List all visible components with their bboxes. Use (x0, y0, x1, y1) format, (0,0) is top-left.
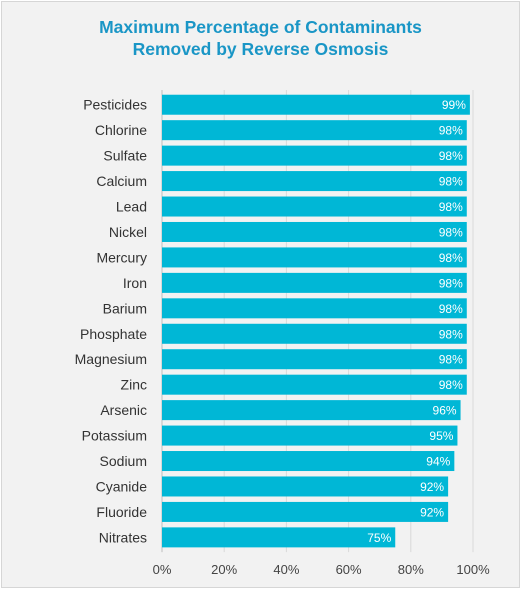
category-label: Calcium (96, 173, 147, 189)
value-label: 98% (439, 200, 463, 214)
x-tick-label: 100% (456, 562, 490, 577)
bar (162, 94, 470, 115)
category-label: Pesticides (83, 97, 147, 113)
bar (162, 247, 467, 268)
bar (162, 221, 467, 242)
value-label: 98% (439, 225, 463, 239)
bar (162, 451, 455, 472)
value-label: 95% (429, 429, 453, 443)
value-label: 98% (439, 353, 463, 367)
bar (162, 374, 467, 395)
value-label: 94% (426, 455, 450, 469)
bar (162, 425, 458, 446)
value-label: 92% (420, 505, 444, 519)
chart-title-line-1: Maximum Percentage of Contaminants (99, 17, 422, 37)
chart-title-line-2: Removed by Reverse Osmosis (132, 39, 389, 59)
x-tick-label: 20% (211, 562, 237, 577)
value-label: 98% (439, 378, 463, 392)
category-label: Potassium (82, 428, 147, 444)
category-label: Magnesium (75, 351, 147, 367)
value-label: 98% (439, 149, 463, 163)
bar (162, 120, 467, 141)
category-label: Mercury (96, 249, 147, 265)
category-label: Sodium (100, 453, 147, 469)
value-label: 98% (439, 327, 463, 341)
category-label: Lead (116, 199, 147, 215)
category-label: Phosphate (80, 326, 147, 342)
bar (162, 349, 467, 370)
category-label: Iron (123, 275, 147, 291)
bar (162, 476, 449, 497)
value-label: 99% (442, 98, 466, 112)
bar (162, 400, 461, 421)
category-label: Cyanide (96, 478, 148, 494)
category-label: Sulfate (103, 148, 147, 164)
bar (162, 298, 467, 319)
x-tick-label: 80% (398, 562, 424, 577)
bar (162, 145, 467, 166)
x-tick-label: 60% (336, 562, 362, 577)
bar (162, 171, 467, 192)
category-label: Fluoride (96, 504, 147, 520)
value-label: 98% (439, 302, 463, 316)
gridlines (161, 90, 474, 553)
category-label: Zinc (121, 377, 147, 393)
bars (162, 94, 470, 548)
category-label: Nickel (109, 224, 147, 240)
value-label: 98% (439, 251, 463, 265)
value-label: 98% (439, 276, 463, 290)
value-label: 92% (420, 480, 444, 494)
value-label: 75% (367, 531, 391, 545)
bar (162, 323, 467, 344)
bar (162, 272, 467, 293)
bar (162, 501, 449, 522)
category-label: Nitrates (99, 529, 147, 545)
value-label: 98% (439, 175, 463, 189)
x-tick-label: 0% (153, 562, 172, 577)
category-label: Arsenic (100, 402, 147, 418)
labels: 0% 20% 40% 60% 80% 100% Pesticides 99% Chlorine 9… (75, 97, 490, 577)
chart-title: Maximum Percentage of Contaminants Remov… (0, 16, 521, 60)
bar (162, 527, 396, 548)
value-label: 98% (439, 124, 463, 138)
value-label: 96% (433, 404, 457, 418)
x-tick-label: 40% (273, 562, 299, 577)
bar (162, 196, 467, 217)
category-label: Barium (103, 300, 147, 316)
category-label: Chlorine (95, 122, 147, 138)
